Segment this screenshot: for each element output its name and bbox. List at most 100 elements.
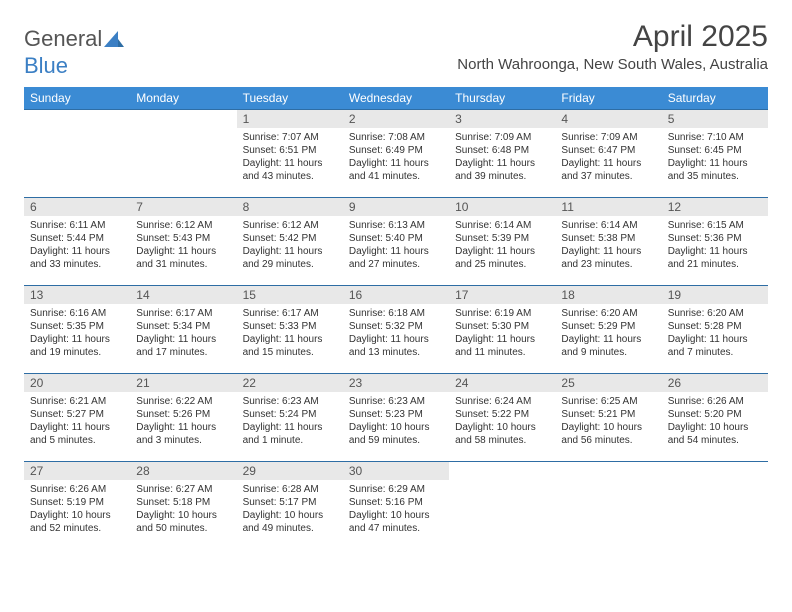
sunset-text: Sunset: 5:44 PM (30, 232, 124, 245)
calendar-day-cell: 13Sunrise: 6:16 AMSunset: 5:35 PMDayligh… (24, 286, 130, 374)
sunrise-text: Sunrise: 6:15 AM (668, 219, 762, 232)
sunset-text: Sunset: 5:43 PM (136, 232, 230, 245)
day-details: Sunrise: 6:18 AMSunset: 5:32 PMDaylight:… (343, 304, 449, 363)
daylight-text: Daylight: 11 hours and 43 minutes. (243, 157, 337, 183)
weekday-header-row: SundayMondayTuesdayWednesdayThursdayFrid… (24, 87, 768, 110)
calendar-day-cell: 6Sunrise: 6:11 AMSunset: 5:44 PMDaylight… (24, 198, 130, 286)
day-details: Sunrise: 6:11 AMSunset: 5:44 PMDaylight:… (24, 216, 130, 275)
sunrise-text: Sunrise: 6:20 AM (561, 307, 655, 320)
calendar-day-cell: 26Sunrise: 6:26 AMSunset: 5:20 PMDayligh… (662, 374, 768, 462)
day-details: Sunrise: 6:17 AMSunset: 5:33 PMDaylight:… (237, 304, 343, 363)
calendar-day-cell: 11Sunrise: 6:14 AMSunset: 5:38 PMDayligh… (555, 198, 661, 286)
day-number: 17 (449, 286, 555, 304)
calendar-day-cell: 18Sunrise: 6:20 AMSunset: 5:29 PMDayligh… (555, 286, 661, 374)
sunset-text: Sunset: 6:48 PM (455, 144, 549, 157)
calendar-day-cell (449, 462, 555, 550)
sunset-text: Sunset: 5:40 PM (349, 232, 443, 245)
sunset-text: Sunset: 5:20 PM (668, 408, 762, 421)
sunset-text: Sunset: 5:27 PM (30, 408, 124, 421)
day-details: Sunrise: 6:12 AMSunset: 5:43 PMDaylight:… (130, 216, 236, 275)
sunrise-text: Sunrise: 6:26 AM (30, 483, 124, 496)
day-number: 20 (24, 374, 130, 392)
sunset-text: Sunset: 5:21 PM (561, 408, 655, 421)
sunset-text: Sunset: 5:35 PM (30, 320, 124, 333)
sunrise-text: Sunrise: 7:09 AM (455, 131, 549, 144)
day-number: 4 (555, 110, 661, 128)
day-details: Sunrise: 7:08 AMSunset: 6:49 PMDaylight:… (343, 128, 449, 187)
daylight-text: Daylight: 11 hours and 23 minutes. (561, 245, 655, 271)
weekday-header: Tuesday (237, 87, 343, 110)
weekday-header: Thursday (449, 87, 555, 110)
sunrise-text: Sunrise: 6:12 AM (136, 219, 230, 232)
sunset-text: Sunset: 5:32 PM (349, 320, 443, 333)
sunset-text: Sunset: 5:38 PM (561, 232, 655, 245)
day-details: Sunrise: 7:07 AMSunset: 6:51 PMDaylight:… (237, 128, 343, 187)
daylight-text: Daylight: 11 hours and 13 minutes. (349, 333, 443, 359)
daylight-text: Daylight: 10 hours and 47 minutes. (349, 509, 443, 535)
daylight-text: Daylight: 11 hours and 15 minutes. (243, 333, 337, 359)
title-block: April 2025 North Wahroonga, New South Wa… (457, 20, 768, 73)
daylight-text: Daylight: 10 hours and 50 minutes. (136, 509, 230, 535)
day-number: 30 (343, 462, 449, 480)
sunrise-text: Sunrise: 6:24 AM (455, 395, 549, 408)
sunrise-text: Sunrise: 6:12 AM (243, 219, 337, 232)
sunset-text: Sunset: 5:33 PM (243, 320, 337, 333)
page-title: April 2025 (457, 20, 768, 54)
weekday-header: Sunday (24, 87, 130, 110)
brand-logo: GeneralBlue (24, 26, 124, 79)
day-number: 21 (130, 374, 236, 392)
day-details: Sunrise: 6:17 AMSunset: 5:34 PMDaylight:… (130, 304, 236, 363)
calendar-day-cell: 27Sunrise: 6:26 AMSunset: 5:19 PMDayligh… (24, 462, 130, 550)
day-details: Sunrise: 6:20 AMSunset: 5:29 PMDaylight:… (555, 304, 661, 363)
day-details: Sunrise: 6:14 AMSunset: 5:38 PMDaylight:… (555, 216, 661, 275)
daylight-text: Daylight: 11 hours and 9 minutes. (561, 333, 655, 359)
day-details: Sunrise: 6:24 AMSunset: 5:22 PMDaylight:… (449, 392, 555, 451)
sunset-text: Sunset: 5:18 PM (136, 496, 230, 509)
day-details: Sunrise: 6:23 AMSunset: 5:23 PMDaylight:… (343, 392, 449, 451)
day-details: Sunrise: 6:12 AMSunset: 5:42 PMDaylight:… (237, 216, 343, 275)
calendar-day-cell: 1Sunrise: 7:07 AMSunset: 6:51 PMDaylight… (237, 110, 343, 198)
day-details: Sunrise: 6:20 AMSunset: 5:28 PMDaylight:… (662, 304, 768, 363)
daylight-text: Daylight: 11 hours and 39 minutes. (455, 157, 549, 183)
sunset-text: Sunset: 5:19 PM (30, 496, 124, 509)
daylight-text: Daylight: 11 hours and 3 minutes. (136, 421, 230, 447)
sunset-text: Sunset: 5:39 PM (455, 232, 549, 245)
daylight-text: Daylight: 11 hours and 25 minutes. (455, 245, 549, 271)
calendar-day-cell: 28Sunrise: 6:27 AMSunset: 5:18 PMDayligh… (130, 462, 236, 550)
day-number: 3 (449, 110, 555, 128)
calendar-day-cell: 9Sunrise: 6:13 AMSunset: 5:40 PMDaylight… (343, 198, 449, 286)
weekday-header: Friday (555, 87, 661, 110)
daylight-text: Daylight: 11 hours and 11 minutes. (455, 333, 549, 359)
day-number: 13 (24, 286, 130, 304)
sunrise-text: Sunrise: 6:29 AM (349, 483, 443, 496)
sunset-text: Sunset: 5:16 PM (349, 496, 443, 509)
calendar-day-cell: 8Sunrise: 6:12 AMSunset: 5:42 PMDaylight… (237, 198, 343, 286)
day-number: 6 (24, 198, 130, 216)
calendar-day-cell: 2Sunrise: 7:08 AMSunset: 6:49 PMDaylight… (343, 110, 449, 198)
weekday-header: Wednesday (343, 87, 449, 110)
location-text: North Wahroonga, New South Wales, Austra… (457, 56, 768, 73)
weekday-header: Monday (130, 87, 236, 110)
header: GeneralBlue April 2025 North Wahroonga, … (24, 20, 768, 79)
calendar-day-cell: 24Sunrise: 6:24 AMSunset: 5:22 PMDayligh… (449, 374, 555, 462)
sunrise-text: Sunrise: 7:07 AM (243, 131, 337, 144)
day-details: Sunrise: 7:10 AMSunset: 6:45 PMDaylight:… (662, 128, 768, 187)
sunset-text: Sunset: 5:17 PM (243, 496, 337, 509)
day-details: Sunrise: 6:28 AMSunset: 5:17 PMDaylight:… (237, 480, 343, 539)
day-number: 7 (130, 198, 236, 216)
day-number: 22 (237, 374, 343, 392)
calendar-week-row: 27Sunrise: 6:26 AMSunset: 5:19 PMDayligh… (24, 462, 768, 550)
day-number: 18 (555, 286, 661, 304)
sunrise-text: Sunrise: 6:17 AM (136, 307, 230, 320)
calendar-day-cell: 29Sunrise: 6:28 AMSunset: 5:17 PMDayligh… (237, 462, 343, 550)
day-details: Sunrise: 6:15 AMSunset: 5:36 PMDaylight:… (662, 216, 768, 275)
day-number: 19 (662, 286, 768, 304)
sunrise-text: Sunrise: 7:08 AM (349, 131, 443, 144)
sunrise-text: Sunrise: 6:20 AM (668, 307, 762, 320)
calendar-day-cell: 25Sunrise: 6:25 AMSunset: 5:21 PMDayligh… (555, 374, 661, 462)
day-number: 23 (343, 374, 449, 392)
sunset-text: Sunset: 5:26 PM (136, 408, 230, 421)
sunset-text: Sunset: 5:23 PM (349, 408, 443, 421)
sunrise-text: Sunrise: 6:14 AM (561, 219, 655, 232)
calendar-week-row: 6Sunrise: 6:11 AMSunset: 5:44 PMDaylight… (24, 198, 768, 286)
